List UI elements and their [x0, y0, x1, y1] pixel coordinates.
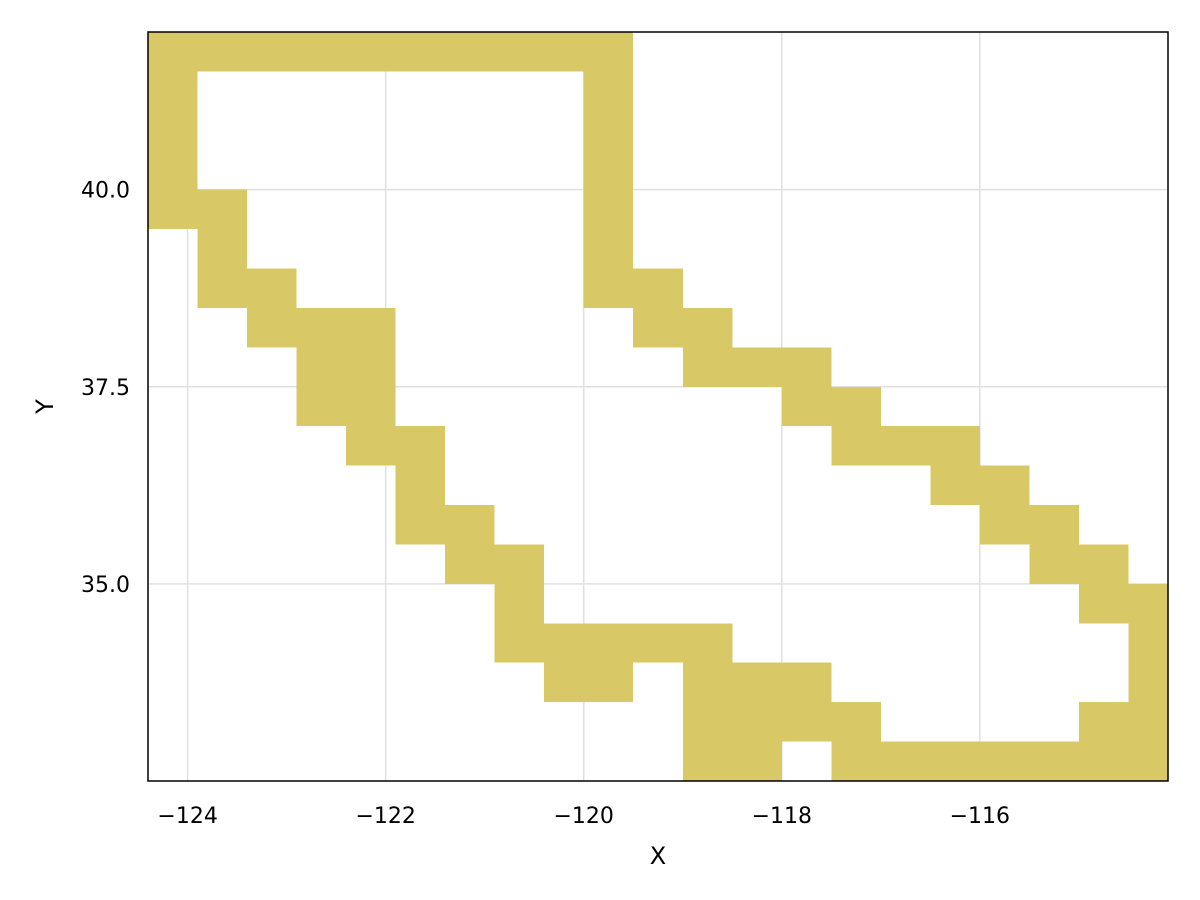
heatmap-cell: [1029, 505, 1079, 584]
heatmap-cell: [148, 32, 634, 72]
heatmap-cell: [1128, 583, 1168, 781]
heatmap-cell: [979, 465, 1030, 545]
y-tick-labels: 35.0 37.5 40.0: [81, 179, 130, 598]
heatmap-cell: [880, 426, 931, 466]
heatmap-cell: [148, 71, 198, 230]
heatmap-cell: [1078, 702, 1129, 781]
heatmap-cell: [682, 662, 782, 781]
heatmap-cell: [197, 189, 248, 308]
x-tick-label: −122: [355, 804, 415, 829]
heatmap-cell: [296, 307, 396, 427]
heatmap-cell: [346, 426, 396, 466]
heatmap-cell: [682, 307, 733, 387]
heatmap-cell: [633, 268, 683, 348]
x-tick-label: −116: [950, 804, 1010, 829]
x-axis-title: X: [650, 842, 666, 870]
heatmap-cell: [445, 505, 495, 584]
heatmap-cell: [831, 386, 881, 466]
heatmap-cell: [633, 623, 683, 663]
x-tick-labels: −124 −122 −120 −118 −116: [157, 804, 1010, 829]
heatmap-cell: [781, 662, 832, 742]
y-axis-title: Y: [31, 399, 59, 415]
y-tick-label: 40.0: [81, 179, 130, 204]
heatmap-cell: [494, 544, 545, 663]
y-tick-label: 37.5: [81, 376, 130, 401]
x-tick-label: −124: [157, 804, 217, 829]
y-tick-label: 35.0: [81, 573, 130, 598]
heatmap-cell: [732, 347, 782, 387]
data-cells: [148, 32, 1168, 781]
heatmap-cell: [682, 623, 733, 663]
heatmap-cell: [544, 623, 634, 703]
heatmap-cell: [395, 426, 446, 545]
x-tick-label: −120: [554, 804, 614, 829]
heatmap-cell: [583, 71, 634, 308]
heatmap-cell: [247, 268, 297, 348]
heatmap-cell: [831, 702, 881, 781]
plot-frame: [147, 31, 1169, 782]
heatmap-cell: [880, 741, 1079, 781]
heatmap-cell: [781, 347, 832, 427]
heatmap-cell: [930, 426, 980, 506]
x-tick-label: −118: [752, 804, 812, 829]
heatmap-cell: [1078, 544, 1129, 624]
